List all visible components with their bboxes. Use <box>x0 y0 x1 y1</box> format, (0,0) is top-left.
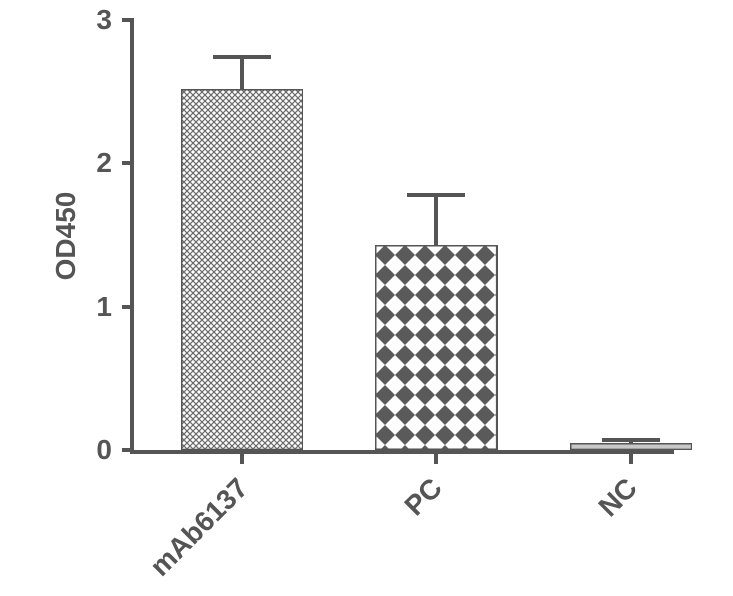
error-bar-cap <box>213 55 271 59</box>
y-tick-label: 0 <box>96 434 112 466</box>
y-tick-label: 1 <box>96 291 112 323</box>
y-tick-label: 3 <box>96 4 112 36</box>
y-tick <box>122 305 134 309</box>
y-tick <box>122 18 134 22</box>
plot-area <box>130 20 674 454</box>
error-bar-stem <box>434 195 438 245</box>
error-bar-stem <box>240 57 244 89</box>
error-bar-cap <box>602 438 660 442</box>
x-tick-label: PC <box>399 472 449 522</box>
bar-chart: OD450 0 1 2 3 mAb6137 PC NC <box>0 0 733 596</box>
y-tick-label: 2 <box>96 147 112 179</box>
x-tick-label: mAb6137 <box>144 472 255 583</box>
x-tick <box>434 450 438 464</box>
y-axis-title: OD450 <box>50 176 82 296</box>
error-bar-cap <box>407 193 465 197</box>
y-tick <box>122 448 134 452</box>
y-tick <box>122 161 134 165</box>
x-tick <box>629 450 633 464</box>
bar <box>375 245 497 450</box>
bar <box>570 443 692 450</box>
x-tick-label: NC <box>592 472 643 523</box>
x-tick <box>240 450 244 464</box>
bar <box>181 89 303 450</box>
